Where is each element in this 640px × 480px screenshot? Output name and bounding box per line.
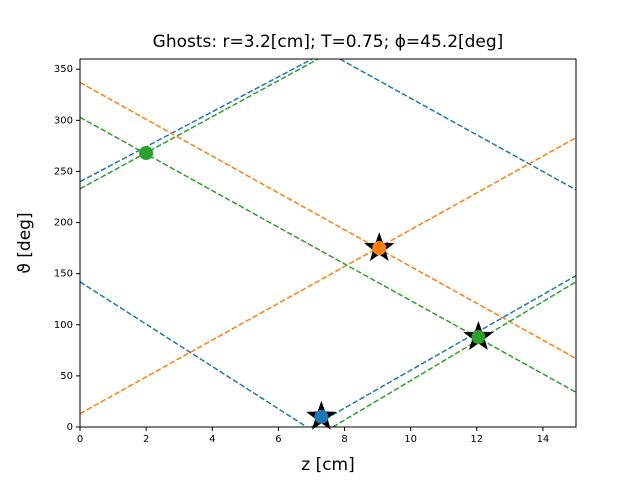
circle-marker (139, 146, 154, 161)
dashed-line (80, 116, 576, 393)
x-tick-label: 10 (404, 434, 417, 445)
circle-marker (314, 409, 329, 424)
y-tick-label: 300 (54, 115, 73, 126)
y-tick-label: 150 (54, 269, 73, 280)
dashed-line (332, 281, 576, 427)
y-tick-label: 250 (54, 166, 73, 177)
chart-title: Ghosts: r=3.2[cm]; T=0.75; ϕ=45.2[deg] (153, 32, 504, 52)
dashed-line (80, 137, 576, 415)
x-tick-label: 6 (275, 434, 281, 445)
circle-marker (372, 241, 387, 256)
x-tick-label: 4 (209, 434, 215, 445)
x-tick-label: 8 (341, 434, 347, 445)
y-tick-label: 0 (67, 422, 73, 433)
y-tick-label: 350 (54, 64, 73, 75)
x-axis-label: z [cm] (301, 455, 355, 475)
y-tick-label: 100 (54, 320, 73, 331)
dashed-line (80, 59, 313, 183)
x-tick-label: 2 (143, 434, 149, 445)
dashed-line (80, 281, 308, 427)
x-tick-label: 14 (537, 434, 550, 445)
circle-marker (471, 330, 486, 345)
y-axis-label: ϑ [deg] (15, 212, 35, 273)
dashed-line (80, 81, 576, 360)
x-tick-label: 0 (77, 434, 83, 445)
dashed-line (311, 275, 576, 427)
dashed-line (80, 59, 319, 190)
y-tick-label: 200 (54, 218, 73, 229)
plot-frame (79, 58, 577, 428)
y-tick-label: 50 (60, 371, 73, 382)
dashed-line (339, 59, 576, 191)
x-tick-label: 12 (470, 434, 483, 445)
